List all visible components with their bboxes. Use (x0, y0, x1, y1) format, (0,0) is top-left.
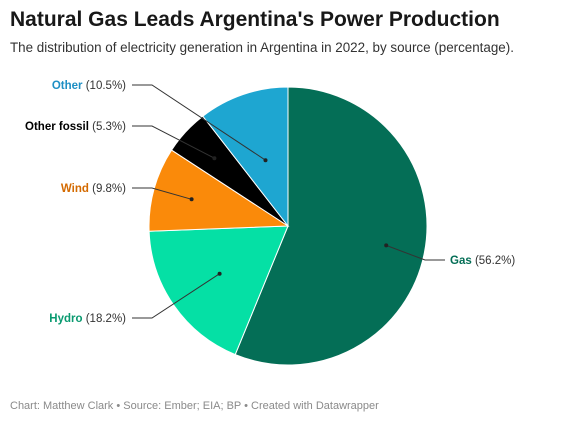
leader-line-gas (386, 244, 445, 261)
leader-dot-gas (384, 243, 389, 248)
pie-slices (148, 86, 428, 366)
leader-dot-other (263, 158, 268, 163)
slice-labels: Gas (56.2%) Hydro (18.2%) Wind (9.8%) Other… (25, 80, 515, 325)
leader-dot-other-fossil (212, 156, 217, 161)
label-value-hydro: (18.2%) (83, 313, 127, 325)
label-wind: Wind (9.8%) (61, 183, 126, 195)
label-value-gas: (56.2%) (472, 255, 516, 267)
label-other-fossil: Other fossil (5.3%) (25, 121, 126, 133)
label-gas: Gas (56.2%) (450, 255, 515, 267)
slice-hydro (148, 225, 289, 356)
label-value-other: (10.5%) (83, 80, 127, 92)
label-name-other-fossil: Other fossil (25, 121, 89, 133)
label-name-other: Other (52, 80, 83, 92)
label-value-wind: (9.8%) (89, 183, 126, 195)
leader-line-hydro (132, 273, 220, 319)
leader-dot-hydro (217, 271, 222, 276)
chart-title: Natural Gas Leads Argentina's Power Prod… (10, 8, 500, 31)
leader-dot-wind (189, 197, 194, 202)
chart-credit: Chart: Matthew Clark • Source: Ember; EI… (10, 400, 379, 412)
leader-line-wind (132, 187, 192, 200)
label-value-other-fossil: (5.3%) (89, 121, 126, 133)
label-other: Other (10.5%) (52, 80, 126, 92)
leader-line-other (132, 84, 266, 161)
label-hydro: Hydro (18.2%) (49, 313, 126, 325)
chart-subtitle: The distribution of electricity generati… (10, 40, 514, 55)
label-name-hydro: Hydro (49, 313, 82, 325)
leader-line-other-fossil (132, 125, 215, 159)
slice-gas (234, 86, 428, 366)
label-name-wind: Wind (61, 183, 89, 195)
slice-other (202, 86, 289, 228)
label-name-gas: Gas (450, 255, 472, 267)
